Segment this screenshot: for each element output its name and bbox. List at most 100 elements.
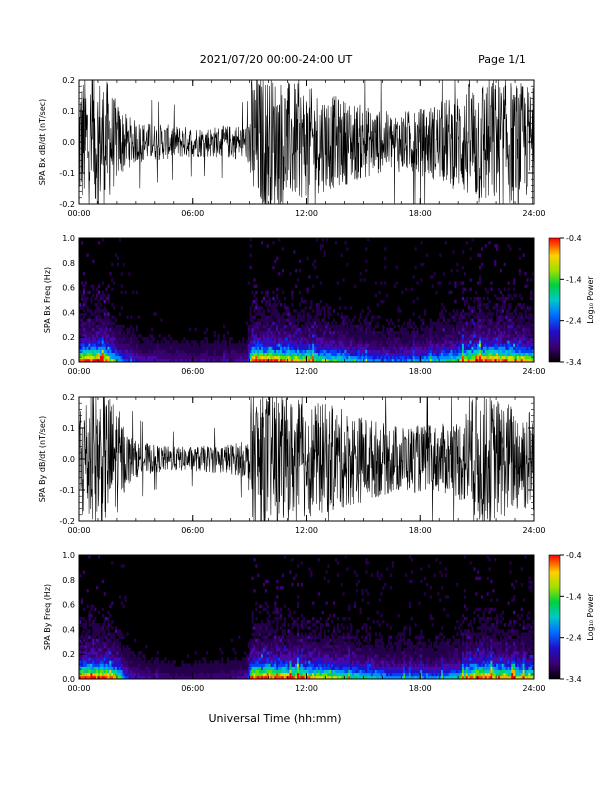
spectrogram-cell xyxy=(467,334,470,338)
spectrogram-cell xyxy=(135,675,139,680)
spectrogram-cell xyxy=(380,355,383,360)
spectrogram-cell xyxy=(251,610,254,615)
spectrogram-cell xyxy=(473,337,476,341)
spectrogram-cell xyxy=(414,247,417,251)
y-tick-label: 0.6 xyxy=(62,284,75,293)
spectrogram-cell xyxy=(255,337,258,341)
spectrogram-cell xyxy=(479,303,482,307)
spectrogram-cell xyxy=(420,340,423,344)
spectrogram-cell xyxy=(223,666,226,670)
spectrogram-cell xyxy=(274,604,277,608)
spectrogram-cell xyxy=(270,648,273,652)
spectrogram-cell xyxy=(253,337,256,341)
spectrogram-cell xyxy=(118,343,122,347)
spectrogram-cell xyxy=(84,657,87,661)
spectrogram-cell xyxy=(526,355,529,360)
bx-spectrogram-axes: 00:00 06:00 12:00 18:00 24:001.00.80.60.40.2… xyxy=(62,234,545,376)
spectrogram-cell xyxy=(518,321,522,326)
spectrogram-cell xyxy=(261,623,264,627)
spectrogram-cell xyxy=(482,331,486,335)
spectrogram-cell xyxy=(224,663,228,667)
spectrogram-cell xyxy=(314,355,317,360)
spectrogram-cell xyxy=(516,321,520,326)
spectrogram-cell xyxy=(188,349,192,353)
spectrogram-cell xyxy=(99,340,103,344)
spectrogram-cell xyxy=(206,337,209,341)
spectrogram-cell xyxy=(274,306,277,310)
spectrogram-cell xyxy=(526,306,529,310)
spectrogram-cell xyxy=(494,244,497,248)
spectrogram-cell xyxy=(84,651,87,655)
page-indicator: Page 1/1 xyxy=(478,53,526,66)
spectrogram-cell xyxy=(97,340,101,344)
spectrogram-cell xyxy=(414,349,417,353)
spectrogram-cell xyxy=(405,358,408,363)
spectrogram-cell xyxy=(461,287,465,291)
spectrogram-cell xyxy=(272,349,275,353)
spectrogram-cell xyxy=(154,660,158,664)
spectrogram-cell xyxy=(249,660,252,664)
spectrogram-cell xyxy=(221,663,224,667)
spectrogram-cell xyxy=(228,346,231,350)
spectrogram-cell xyxy=(420,337,423,341)
spectrogram-cell xyxy=(82,666,85,670)
spectrogram-cell xyxy=(177,675,180,680)
spectrogram-cell xyxy=(105,651,108,655)
spectrogram-cell xyxy=(274,669,277,674)
spectrogram-cell xyxy=(113,669,116,674)
spectrogram-cell xyxy=(471,340,474,344)
spectrogram-cell xyxy=(391,327,395,332)
spectrogram-cell xyxy=(243,343,247,347)
spectrogram-cell xyxy=(247,281,250,285)
spectrogram-cell xyxy=(181,675,184,680)
spectrogram-cell xyxy=(124,358,127,363)
spectrogram-cell xyxy=(281,654,285,658)
spectrogram-cell xyxy=(278,666,281,670)
spectrogram-cell xyxy=(115,349,118,353)
spectrogram-cell xyxy=(268,644,271,649)
spectrogram-cell xyxy=(412,334,415,338)
spectrogram-cell xyxy=(497,309,501,313)
spectrogram-cell xyxy=(488,334,491,338)
spectrogram-cell xyxy=(479,265,482,270)
spectrogram-cell xyxy=(236,660,239,664)
spectrogram-cell xyxy=(94,296,97,301)
spectrogram-cell xyxy=(109,340,112,344)
spectrogram-cell xyxy=(139,663,142,667)
spectrogram-cell xyxy=(306,312,309,316)
spectrogram-cell xyxy=(130,315,133,319)
x-tick-label: 00:00 xyxy=(67,526,90,535)
spectrogram-cell xyxy=(463,355,467,360)
spectrogram-cell xyxy=(247,324,250,329)
spectrogram-cell xyxy=(118,663,122,667)
spectrogram-cell xyxy=(321,244,324,248)
spectrogram-cell xyxy=(460,331,463,335)
spectrogram-cell xyxy=(198,349,201,353)
spectrogram-cell xyxy=(497,318,501,322)
spectrogram-cell xyxy=(101,641,104,646)
spectrogram-cell xyxy=(515,340,518,344)
spectrogram-cell xyxy=(113,358,116,363)
spectrogram-cell xyxy=(467,358,470,363)
spectrogram-cell xyxy=(170,343,173,347)
spectrogram-cell xyxy=(526,340,529,344)
spectrogram-cell xyxy=(340,343,343,347)
spectrogram-cell xyxy=(171,666,175,670)
y-tick-label: 0.2 xyxy=(62,333,75,342)
spectrogram-cell xyxy=(496,244,499,248)
spectrogram-cell xyxy=(84,675,87,680)
spectrogram-cell xyxy=(120,272,123,276)
spectrogram-cell xyxy=(264,660,267,664)
spectrogram-cell xyxy=(124,343,127,347)
spectrogram-cell xyxy=(86,327,89,332)
spectrogram-cell xyxy=(479,352,482,357)
spectrogram-cell xyxy=(82,331,85,335)
spectrogram-cell xyxy=(435,331,438,335)
spectrogram-cell xyxy=(111,654,114,658)
spectrogram-cell xyxy=(454,346,457,350)
spectrogram-cell xyxy=(152,349,156,353)
spectrogram-cell xyxy=(412,275,415,279)
spectrogram-cell xyxy=(128,663,131,667)
spectrogram-cell xyxy=(497,343,501,347)
spectrogram-cell xyxy=(353,340,357,344)
